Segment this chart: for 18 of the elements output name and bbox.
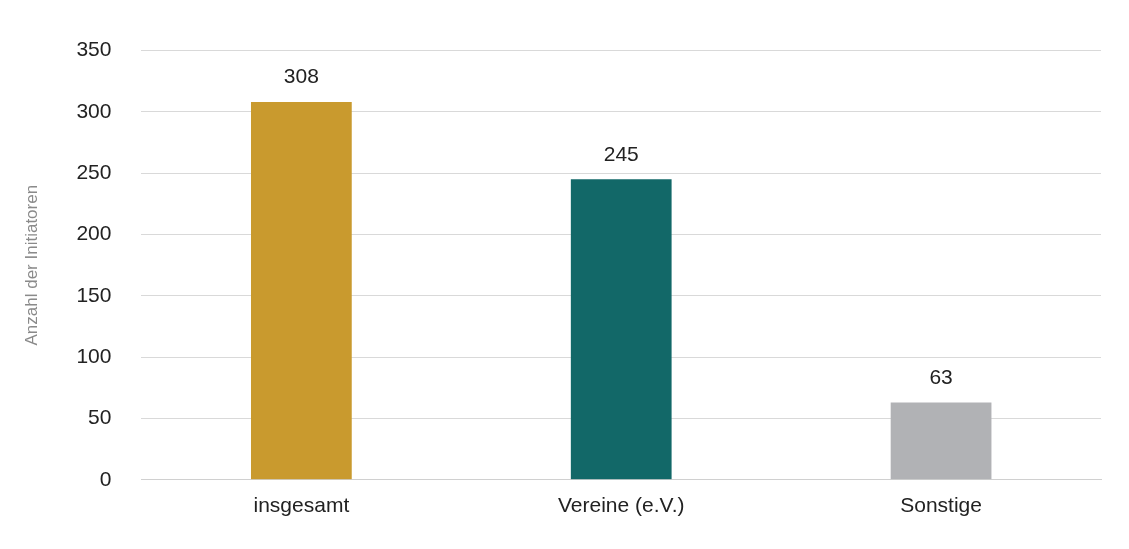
- x-tick-label: Sonstige: [900, 493, 982, 517]
- data-label: 245: [603, 141, 639, 165]
- bar: [250, 102, 352, 480]
- y-tick-label: 350: [76, 37, 112, 61]
- bar: [570, 179, 672, 480]
- y-tick-label: 300: [76, 98, 112, 122]
- y-tick-label: 50: [88, 405, 112, 429]
- y-axis-title: Anzahl der Initiatoren: [21, 184, 41, 346]
- y-tick-label: 0: [99, 466, 112, 490]
- y-tick-label: 100: [76, 343, 112, 367]
- bar: [890, 402, 992, 480]
- y-tick-label: 150: [76, 282, 112, 306]
- y-tick-label: 250: [76, 160, 112, 184]
- x-tick-label: insgesamt: [253, 493, 350, 517]
- y-tick-label: 200: [76, 221, 112, 245]
- data-label: 63: [929, 364, 953, 388]
- data-label: 308: [283, 64, 319, 88]
- x-tick-label: Vereine (e.V.): [557, 493, 685, 517]
